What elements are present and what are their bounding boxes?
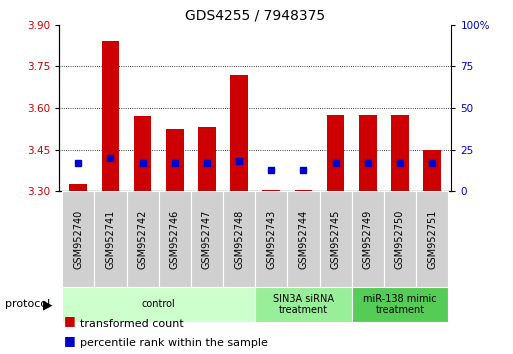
Bar xyxy=(94,191,127,287)
Bar xyxy=(62,191,94,287)
Text: GSM952748: GSM952748 xyxy=(234,209,244,269)
Text: control: control xyxy=(142,299,175,309)
Text: miR-138 mimic
treatment: miR-138 mimic treatment xyxy=(363,293,437,315)
Bar xyxy=(359,115,377,191)
Bar xyxy=(230,75,248,191)
Text: GSM952746: GSM952746 xyxy=(170,209,180,269)
Bar xyxy=(294,190,312,191)
Text: protocol: protocol xyxy=(5,299,50,309)
Text: GSM952740: GSM952740 xyxy=(73,209,83,269)
Bar xyxy=(327,115,345,191)
Bar xyxy=(198,127,216,191)
Text: SIN3A siRNA
treatment: SIN3A siRNA treatment xyxy=(273,293,334,315)
Bar xyxy=(127,191,159,287)
Bar xyxy=(69,184,87,191)
Bar xyxy=(166,129,184,191)
Bar xyxy=(352,287,448,322)
Text: GSM952747: GSM952747 xyxy=(202,209,212,269)
Bar xyxy=(391,115,409,191)
Text: transformed count: transformed count xyxy=(80,319,183,329)
Text: ■: ■ xyxy=(64,314,76,327)
Text: GSM952751: GSM952751 xyxy=(427,209,437,269)
Bar xyxy=(320,191,352,287)
Bar xyxy=(352,191,384,287)
Bar xyxy=(191,191,223,287)
Title: GDS4255 / 7948375: GDS4255 / 7948375 xyxy=(185,8,325,22)
Text: GSM952749: GSM952749 xyxy=(363,209,373,269)
Bar xyxy=(102,41,120,191)
Text: GSM952742: GSM952742 xyxy=(137,209,148,269)
Text: ▶: ▶ xyxy=(43,298,52,311)
Text: percentile rank within the sample: percentile rank within the sample xyxy=(80,338,267,348)
Bar xyxy=(134,116,151,191)
Text: ■: ■ xyxy=(64,334,76,347)
Bar xyxy=(159,191,191,287)
Text: GSM952750: GSM952750 xyxy=(395,209,405,269)
Text: GSM952743: GSM952743 xyxy=(266,209,277,269)
Bar xyxy=(255,191,287,287)
Bar xyxy=(384,191,416,287)
Bar xyxy=(416,191,448,287)
Text: GSM952741: GSM952741 xyxy=(106,209,115,269)
Bar xyxy=(423,149,441,191)
Text: GSM952745: GSM952745 xyxy=(331,209,341,269)
Text: GSM952744: GSM952744 xyxy=(299,209,308,269)
Bar xyxy=(62,287,255,322)
Bar xyxy=(287,191,320,287)
Bar xyxy=(255,287,352,322)
Bar xyxy=(223,191,255,287)
Bar xyxy=(263,190,280,191)
